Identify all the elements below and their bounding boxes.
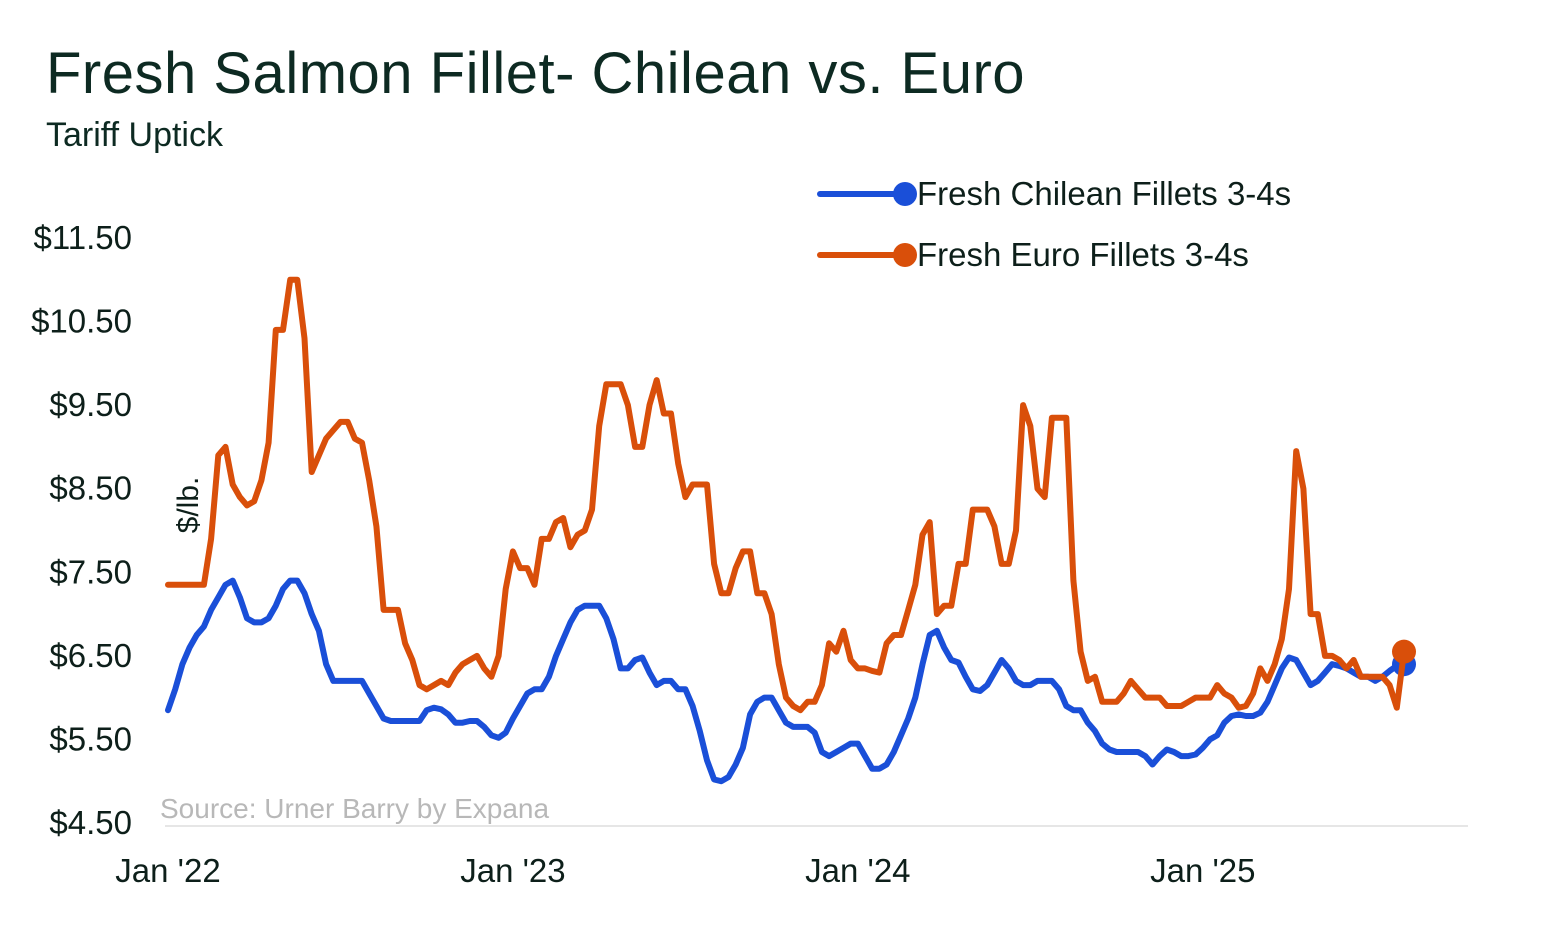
x-tick-label: Jan '24 [805, 852, 910, 889]
y-tick-label: $4.50 [49, 804, 132, 841]
y-tick-label: $8.50 [49, 470, 132, 507]
chart-subtitle: Tariff Uptick [46, 116, 223, 154]
legend-swatch-dot [893, 182, 917, 206]
chart-title: Fresh Salmon Fillet- Chilean vs. Euro [46, 41, 1026, 106]
x-tick-label: Jan '25 [1150, 852, 1255, 889]
legend-swatch-dot [893, 243, 917, 267]
y-tick-label: $6.50 [49, 637, 132, 674]
source-note: Source: Urner Barry by Expana [160, 793, 549, 824]
y-tick-label: $5.50 [49, 720, 132, 757]
y-tick-label: $9.50 [49, 386, 132, 423]
legend-label: Fresh Euro Fillets 3-4s [917, 236, 1249, 273]
series-end-marker-1 [1392, 639, 1416, 664]
legend-label: Fresh Chilean Fillets 3-4s [917, 175, 1291, 212]
y-tick-label: $7.50 [49, 553, 132, 590]
y-axis-label: $/lb. [172, 477, 205, 534]
x-tick-label: Jan '22 [115, 852, 220, 889]
series-line-0 [165, 577, 1407, 785]
y-tick-label: $11.50 [34, 219, 132, 256]
y-tick-label: $10.50 [31, 303, 132, 340]
x-tick-label: Jan '23 [460, 852, 565, 889]
series-line-1 [165, 276, 1407, 714]
